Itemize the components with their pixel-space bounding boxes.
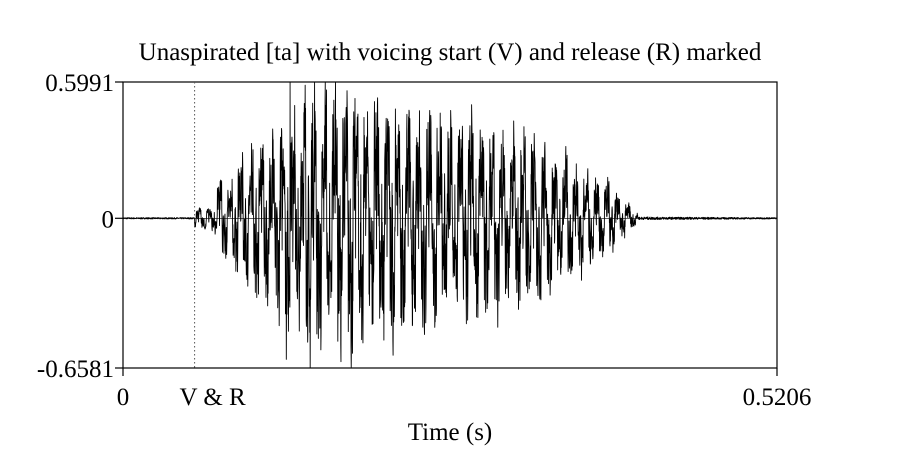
- voicing-release-marker-label: V & R: [179, 384, 246, 411]
- waveform-trace: [122, 81, 778, 369]
- y-axis: 0.5991 0 -0.6581: [37, 70, 123, 383]
- plot-frame: [122, 81, 778, 369]
- plot-area: [122, 81, 778, 369]
- x-axis-label: Time (s): [408, 419, 493, 446]
- x-axis: 0 V & R 0.5206 Time (s): [117, 368, 812, 446]
- y-tick-label-min: -0.6581: [37, 356, 114, 383]
- chart-title: Unaspirated [ta] with voicing start (V) …: [139, 39, 762, 66]
- x-tick-label-end: 0.5206: [743, 384, 812, 411]
- y-tick-label-zero: 0: [102, 206, 115, 233]
- x-tick-label-start: 0: [117, 384, 130, 411]
- y-tick-label-max: 0.5991: [45, 70, 114, 97]
